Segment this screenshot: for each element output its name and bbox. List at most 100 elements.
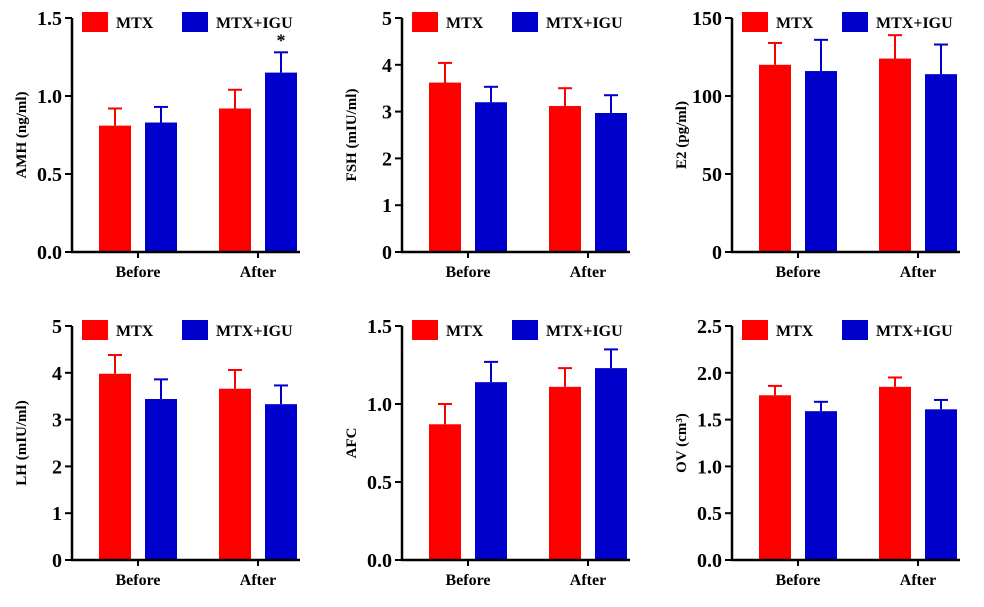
y-tick-label: 150 bbox=[692, 8, 722, 30]
x-tick-label: Before bbox=[775, 264, 820, 281]
y-tick-label: 0.0 bbox=[697, 550, 722, 572]
x-tick-label: After bbox=[240, 572, 276, 589]
y-tick-label: 50 bbox=[702, 164, 722, 186]
x-tick-label: Before bbox=[445, 264, 490, 281]
x-tick-label: After bbox=[570, 264, 606, 281]
legend-swatch bbox=[412, 320, 438, 340]
chart-svg: 0 1 2 3 4 5 Before After LH (mIU/ml) MTX MTX+IGU bbox=[14, 316, 300, 589]
y-tick-label: 0.0 bbox=[37, 242, 62, 264]
y-axis-label: LH (mIU/ml) bbox=[14, 400, 30, 485]
legend-label: MTX+IGU bbox=[216, 15, 293, 32]
x-tick-label: After bbox=[900, 264, 936, 281]
bar bbox=[99, 125, 131, 252]
e2-chart: 0 50 100 150 Before After E2 (pg/ml) MTX MTX+IGU bbox=[660, 0, 980, 299]
ov-chart: 0.0 0.5 1.0 1.5 2.0 2.5 Before After OV (cm³) MTX… bbox=[660, 308, 980, 607]
chart-svg: 0.0 0.5 1.0 1.5 Before After AFC MTX MTX+IGU bbox=[344, 316, 630, 589]
y-tick-label: 0.5 bbox=[697, 503, 722, 525]
bar bbox=[475, 382, 507, 560]
y-axis-label: AFC bbox=[344, 428, 360, 459]
lh-chart: 0 1 2 3 4 5 Before After LH (mIU/ml) MTX MTX+IGU bbox=[0, 308, 320, 607]
bar bbox=[145, 122, 177, 253]
legend-swatch bbox=[412, 12, 438, 32]
legend-swatch bbox=[512, 12, 538, 32]
y-tick-label: 2 bbox=[382, 148, 392, 170]
y-axis-label: OV (cm³) bbox=[674, 413, 690, 473]
y-tick-label: 4 bbox=[52, 363, 62, 385]
x-tick-label: Before bbox=[115, 264, 160, 281]
bar bbox=[879, 58, 911, 253]
y-tick-label: 4 bbox=[382, 55, 392, 77]
x-tick-label: After bbox=[900, 572, 936, 589]
x-tick-label: Before bbox=[775, 572, 820, 589]
y-tick-label: 2.5 bbox=[697, 316, 722, 338]
bar bbox=[759, 395, 791, 560]
y-tick-label: 5 bbox=[52, 316, 62, 338]
y-tick-label: 1.5 bbox=[367, 316, 392, 338]
y-tick-label: 1.5 bbox=[697, 410, 722, 432]
legend-label: MTX bbox=[776, 323, 814, 340]
legend-label: MTX+IGU bbox=[216, 323, 293, 340]
x-tick-label: Before bbox=[445, 572, 490, 589]
legend-label: MTX bbox=[116, 323, 154, 340]
legend-label: MTX bbox=[446, 323, 484, 340]
bar bbox=[475, 102, 507, 253]
fsh-chart: 0 1 2 3 4 5 Before After FSH (mIU/ml) MTX MTX+IGU bbox=[330, 0, 650, 299]
bar bbox=[429, 424, 461, 560]
y-tick-label: 1.0 bbox=[367, 394, 392, 416]
y-tick-label: 2 bbox=[52, 456, 62, 478]
significance-marker: * bbox=[277, 30, 286, 50]
bar bbox=[265, 404, 297, 560]
chart-svg: * 0.0 0.5 1.0 1.5 Before After AMH (ng/ml) MTX MT… bbox=[14, 8, 300, 281]
legend-label: MTX bbox=[116, 15, 154, 32]
x-tick-label: After bbox=[240, 264, 276, 281]
y-tick-label: 1 bbox=[52, 503, 62, 525]
legend-label: MTX+IGU bbox=[546, 15, 623, 32]
legend-label: MTX+IGU bbox=[546, 323, 623, 340]
bar bbox=[925, 409, 957, 560]
y-axis-label: E2 (pg/ml) bbox=[674, 101, 690, 169]
y-tick-label: 2.0 bbox=[697, 363, 722, 385]
y-tick-label: 100 bbox=[692, 86, 722, 108]
bar bbox=[549, 105, 581, 252]
legend-swatch bbox=[182, 320, 208, 340]
chart-svg: 0.0 0.5 1.0 1.5 2.0 2.5 Before After OV (cm³) MTX… bbox=[674, 316, 960, 589]
bar bbox=[805, 71, 837, 252]
afc-chart: 0.0 0.5 1.0 1.5 Before After AFC MTX MTX+IGU bbox=[330, 308, 650, 607]
y-tick-label: 3 bbox=[382, 102, 392, 124]
y-tick-label: 1.5 bbox=[37, 8, 62, 30]
legend-label: MTX bbox=[446, 15, 484, 32]
bar bbox=[145, 399, 177, 560]
bar bbox=[759, 64, 791, 252]
legend-swatch bbox=[842, 12, 868, 32]
legend-swatch bbox=[742, 320, 768, 340]
x-tick-label: After bbox=[570, 572, 606, 589]
bar bbox=[99, 373, 131, 560]
legend-swatch bbox=[742, 12, 768, 32]
chart-svg: 0 1 2 3 4 5 Before After FSH (mIU/ml) MTX MTX+IGU bbox=[344, 8, 630, 281]
x-tick-label: Before bbox=[115, 572, 160, 589]
bar bbox=[879, 386, 911, 560]
y-tick-label: 1.0 bbox=[37, 86, 62, 108]
y-tick-label: 0.0 bbox=[367, 550, 392, 572]
bar bbox=[925, 74, 957, 252]
bar bbox=[265, 72, 297, 252]
chart-svg: 0 50 100 150 Before After E2 (pg/ml) MTX MTX+IGU bbox=[674, 8, 960, 281]
y-axis-label: AMH (ng/ml) bbox=[14, 91, 30, 178]
y-tick-label: 1.0 bbox=[697, 456, 722, 478]
legend-swatch bbox=[82, 12, 108, 32]
y-tick-label: 0 bbox=[712, 242, 722, 264]
bar bbox=[549, 386, 581, 560]
bar bbox=[219, 108, 251, 252]
amh-chart: * 0.0 0.5 1.0 1.5 Before After AMH (ng/ml) MTX MT… bbox=[0, 0, 320, 299]
legend-swatch bbox=[512, 320, 538, 340]
legend-swatch bbox=[82, 320, 108, 340]
legend-label: MTX+IGU bbox=[876, 15, 953, 32]
y-axis-label: FSH (mIU/ml) bbox=[344, 89, 360, 182]
y-tick-label: 0.5 bbox=[37, 164, 62, 186]
bar bbox=[219, 388, 251, 560]
y-tick-label: 0 bbox=[52, 550, 62, 572]
y-tick-label: 0.5 bbox=[367, 472, 392, 494]
bar bbox=[429, 82, 461, 252]
y-tick-label: 0 bbox=[382, 242, 392, 264]
legend-label: MTX+IGU bbox=[876, 323, 953, 340]
